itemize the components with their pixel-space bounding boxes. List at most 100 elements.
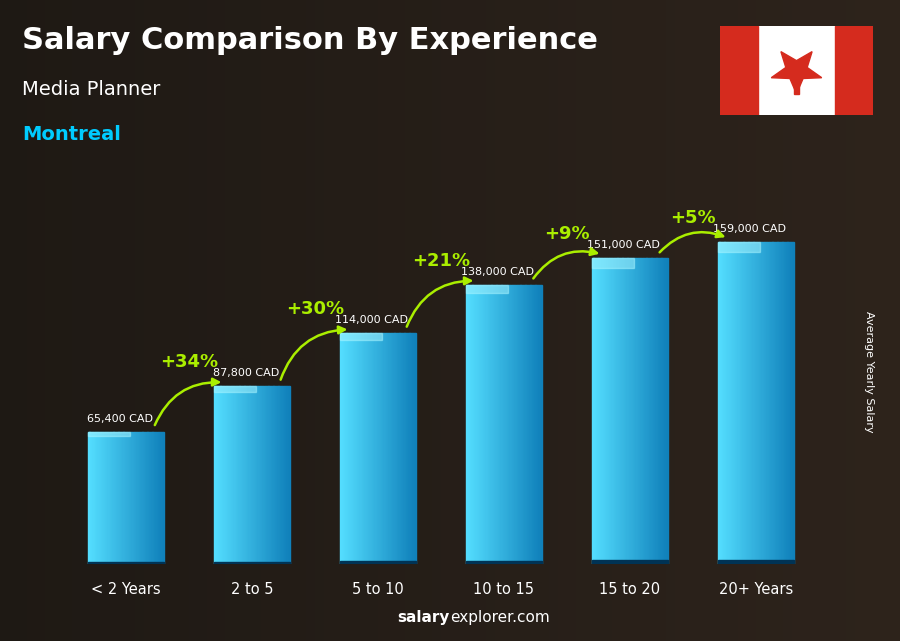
Bar [236, 387, 237, 564]
Bar [242, 387, 243, 564]
Bar [148, 431, 150, 564]
Bar [346, 333, 348, 564]
Bar [413, 333, 415, 564]
Bar [135, 431, 136, 564]
Bar [778, 242, 780, 564]
Bar [500, 285, 501, 564]
Bar [360, 333, 362, 564]
Bar [605, 258, 607, 564]
Bar [88, 431, 90, 564]
Bar [230, 387, 232, 564]
Bar [382, 333, 383, 564]
Bar [271, 387, 273, 564]
Bar [281, 387, 283, 564]
Bar [267, 387, 268, 564]
Bar [610, 258, 611, 564]
Text: 151,000 CAD: 151,000 CAD [588, 240, 660, 251]
Bar [289, 387, 290, 564]
Bar [528, 285, 529, 564]
Bar [782, 242, 784, 564]
Bar [507, 285, 508, 564]
Bar [214, 387, 216, 564]
Bar [108, 431, 110, 564]
Bar [479, 285, 481, 564]
Bar [721, 242, 722, 564]
Bar [725, 242, 727, 564]
Bar [469, 285, 470, 564]
Bar [383, 333, 384, 564]
Bar [249, 387, 251, 564]
Bar [214, 387, 256, 392]
Bar [283, 387, 284, 564]
Bar [766, 242, 768, 564]
Bar [262, 387, 264, 564]
Bar [665, 258, 667, 564]
Bar [644, 258, 645, 564]
Bar [145, 431, 147, 564]
Bar [835, 26, 873, 115]
Bar [529, 285, 531, 564]
Bar [349, 333, 350, 564]
Bar [598, 258, 600, 564]
Bar [261, 387, 262, 564]
Bar [763, 242, 765, 564]
Text: +34%: +34% [160, 353, 218, 371]
Bar [478, 285, 479, 564]
Bar [102, 431, 104, 564]
Bar [277, 387, 279, 564]
Bar [466, 285, 468, 564]
Bar [132, 431, 134, 564]
Bar [98, 431, 100, 564]
Bar [769, 242, 770, 564]
Bar [501, 285, 503, 564]
Bar [270, 387, 271, 564]
Bar [730, 242, 731, 564]
Bar [774, 242, 775, 564]
Bar [228, 387, 230, 564]
Bar [343, 333, 344, 564]
Bar [658, 258, 659, 564]
Bar [667, 258, 668, 564]
Bar [662, 258, 663, 564]
Bar [732, 242, 733, 564]
Bar [734, 242, 736, 564]
Bar [347, 333, 349, 564]
Bar [146, 431, 148, 564]
Bar [352, 333, 353, 564]
Bar [252, 387, 254, 564]
Bar [508, 285, 509, 564]
Bar [595, 258, 596, 564]
Bar [623, 258, 624, 564]
Bar [631, 258, 633, 564]
Bar [364, 333, 365, 564]
Bar [659, 258, 661, 564]
Bar [92, 431, 94, 564]
Bar [629, 258, 630, 564]
Bar [253, 387, 255, 564]
Bar [247, 387, 248, 564]
Bar [775, 242, 777, 564]
Bar [788, 242, 789, 564]
Bar [476, 285, 478, 564]
Bar [592, 258, 634, 267]
Bar [131, 431, 132, 564]
Text: Average Yearly Salary: Average Yearly Salary [863, 311, 874, 433]
Text: 5 to 10: 5 to 10 [352, 582, 404, 597]
Bar [410, 333, 412, 564]
Bar [486, 285, 488, 564]
Bar [727, 242, 728, 564]
Bar [645, 258, 646, 564]
Bar [514, 285, 516, 564]
Bar [511, 285, 513, 564]
Bar [116, 431, 117, 564]
Bar [533, 285, 535, 564]
Bar [630, 258, 632, 564]
Bar [787, 242, 788, 564]
Bar [266, 387, 267, 564]
Bar [751, 242, 752, 564]
Bar [91, 431, 92, 564]
Bar [634, 258, 635, 564]
Bar [138, 431, 139, 564]
Bar [163, 431, 164, 564]
Bar [122, 431, 123, 564]
